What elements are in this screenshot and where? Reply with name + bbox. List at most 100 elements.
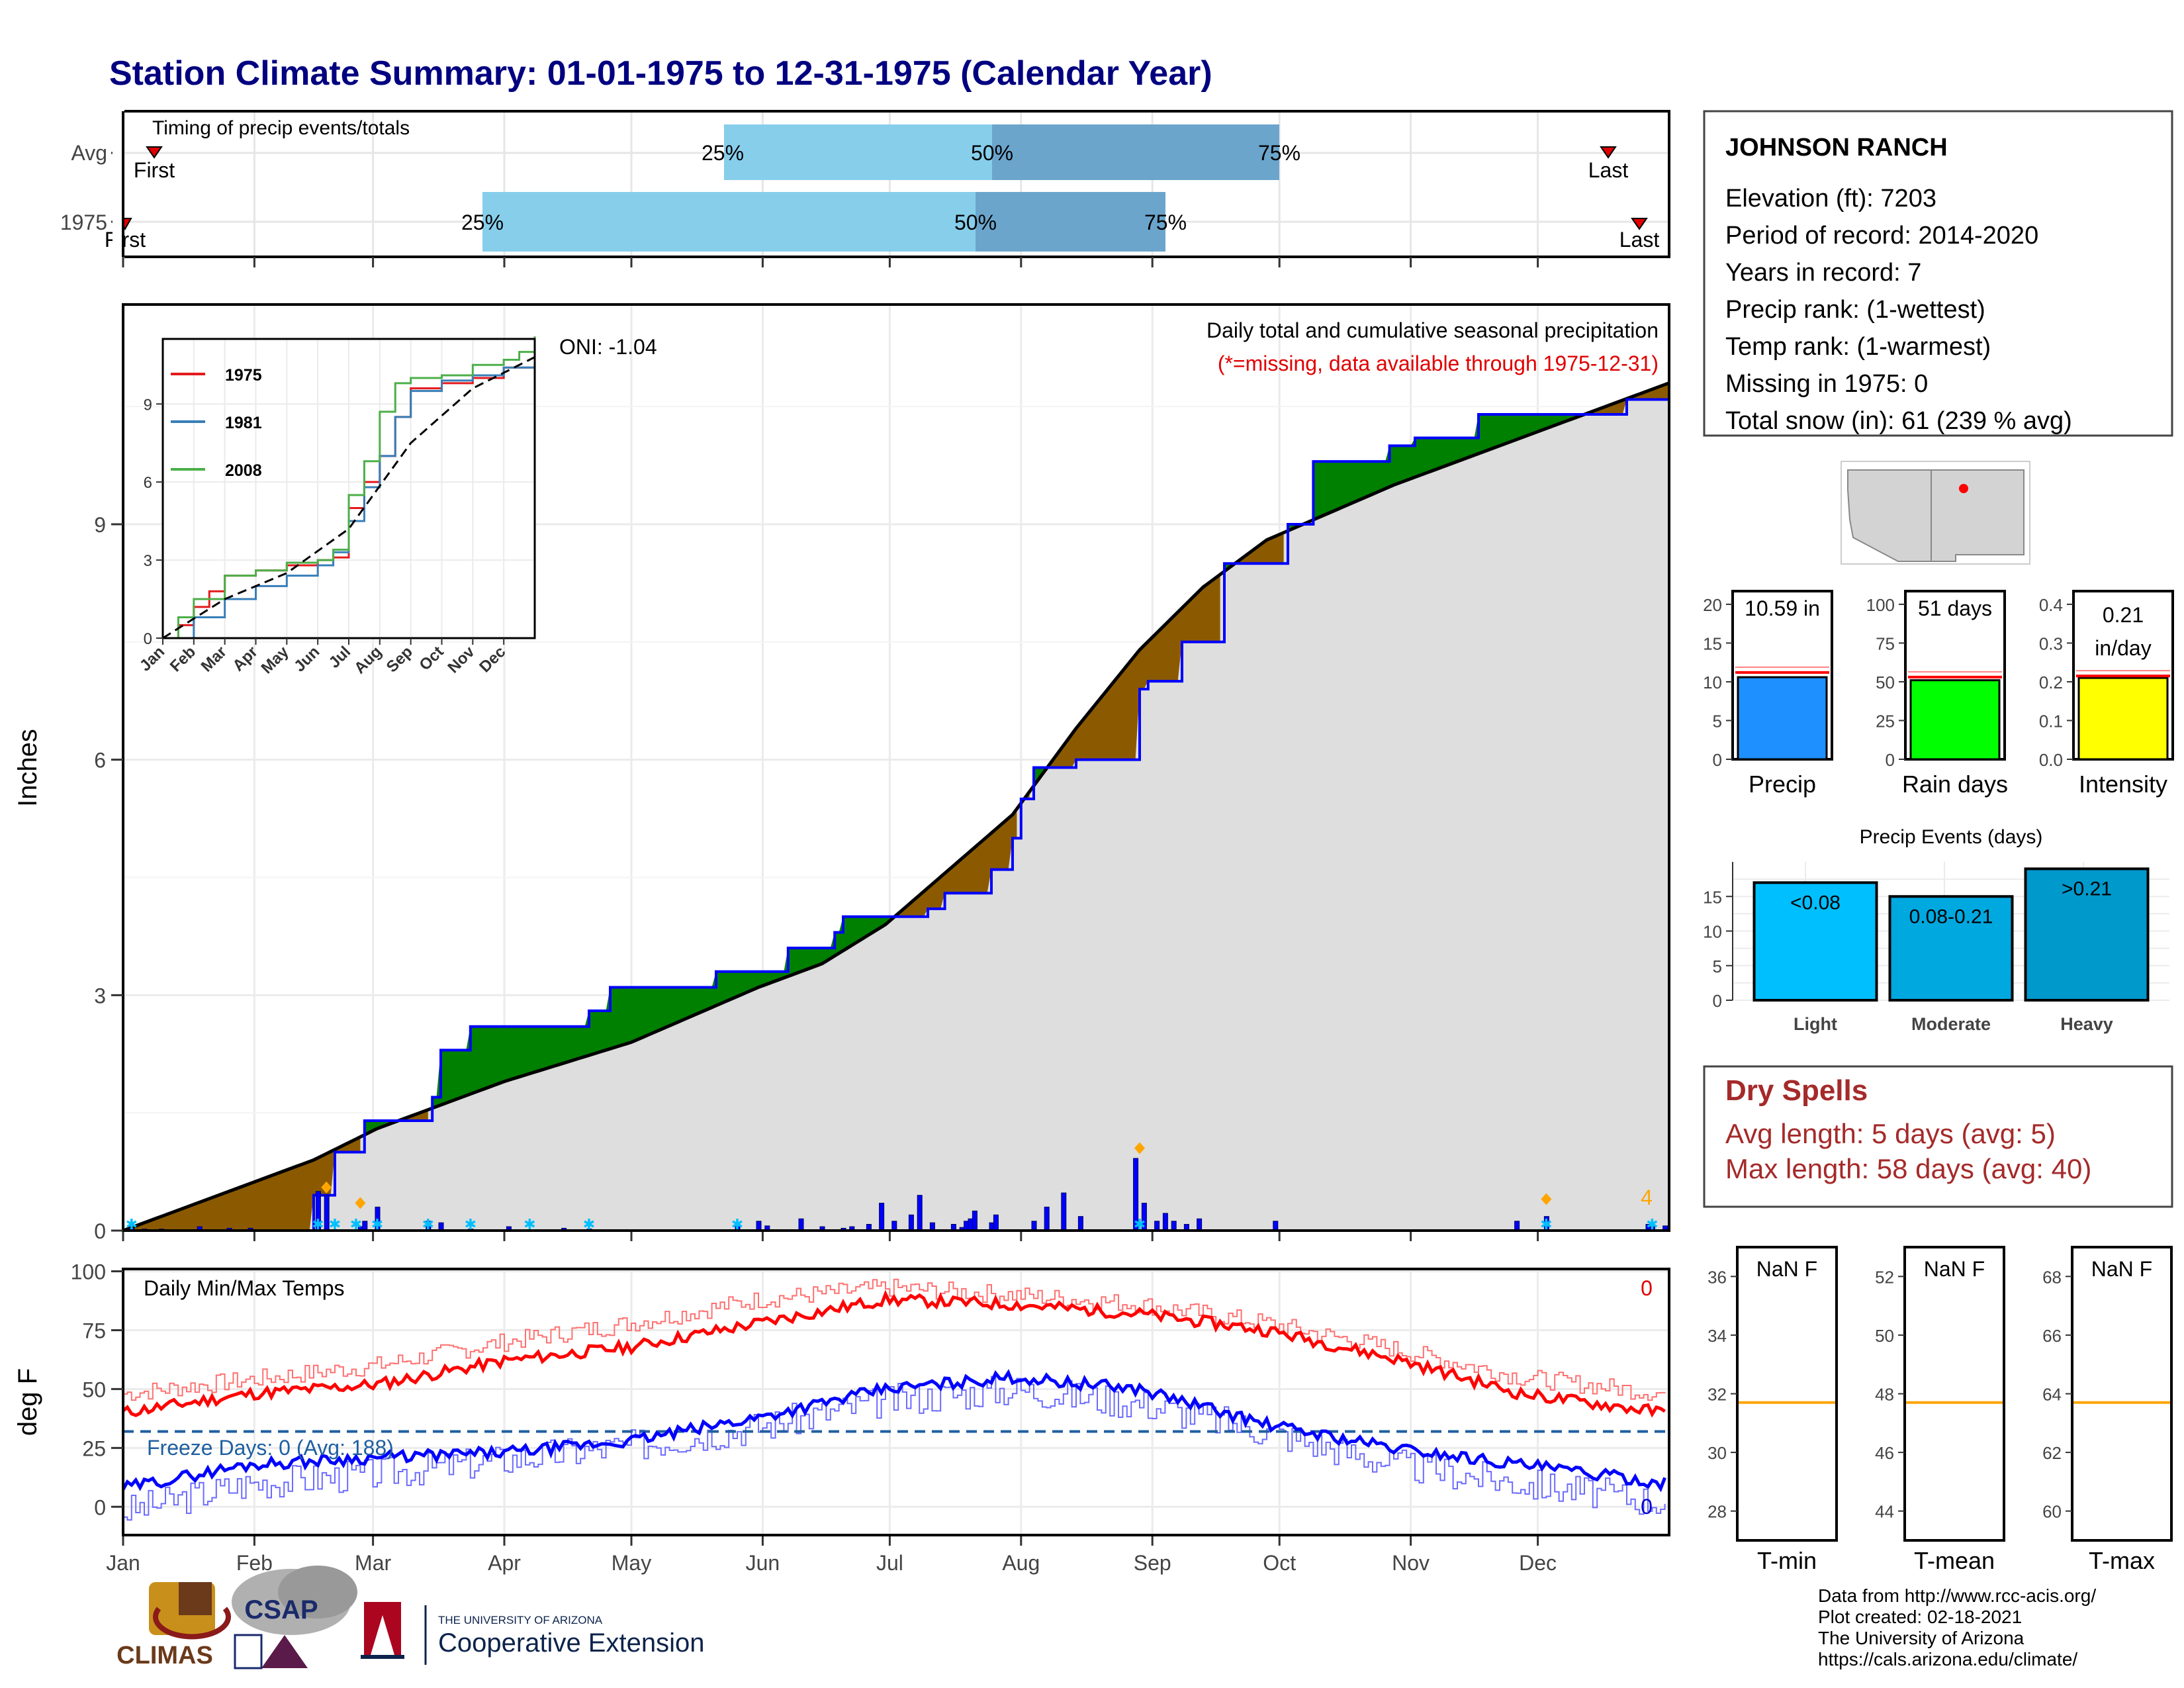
station-location-dot: [1959, 484, 1968, 493]
above-average-fill: [364, 414, 1584, 1135]
tmax-box-value: NaN F: [2091, 1257, 2152, 1281]
daily-precip-bar: [798, 1218, 804, 1231]
events-category-label: Moderate: [1911, 1014, 1991, 1034]
month-label: Jul: [876, 1551, 903, 1575]
daily-precip-bar: [1183, 1224, 1189, 1231]
month-label: Nov: [1392, 1551, 1430, 1575]
inset-ytick-label: 6: [144, 474, 152, 492]
events-category-label: Light: [1794, 1014, 1837, 1034]
footer-credits: Data from http://www.rcc-acis.org/ Plot …: [1818, 1585, 2096, 1669]
precip-ytick-label: 9: [94, 513, 106, 537]
temp-ytick-label: 0: [94, 1495, 106, 1519]
daily-precip-bars: [129, 1158, 1668, 1231]
events-bar-label: 0.08-0.21: [1909, 906, 1993, 927]
snow-asterisk: ✱: [422, 1216, 434, 1233]
csap-logo-text: CSAP: [244, 1595, 318, 1624]
station-elevation: Elevation (ft): 7203: [1725, 185, 1936, 212]
summary-tick-label: 0.0: [2039, 750, 2063, 770]
temp-box-tick-label: 60: [2042, 1502, 2062, 1522]
summary-tick-label: 0.3: [2039, 633, 2063, 653]
freeze-days-label: Freeze Days: 0 (Avg: 188): [147, 1436, 394, 1460]
summary-tick-label: 0.4: [2039, 595, 2063, 615]
intensity-bar-chart: 0.0 0.1 0.2 0.3 0.4: [2039, 590, 2174, 770]
station-missing: Missing in 1975: 0: [1725, 370, 1928, 398]
precip-ytick-label: 3: [94, 984, 106, 1008]
figure-title: Station Climate Summary: 01-01-1975 to 1…: [109, 54, 1212, 93]
events-bar-label: >0.21: [2062, 878, 2112, 900]
avg-min-temp-line: [123, 1376, 1666, 1521]
precip-total-value: 10.59 in: [1745, 596, 1820, 620]
summary-bars: 0 5 10 15 20 0 25 50 75 100 0.0 0.1 0.2 0.3 0.4 10.5…: [1703, 590, 2174, 798]
snow-asterisk: ✱: [126, 1216, 138, 1233]
snow-count-label: 4: [1641, 1186, 1653, 1209]
events-tick-label: 5: [1713, 957, 1722, 976]
summary-tick-label: 25: [1876, 711, 1895, 731]
temp-box-tick-label: 52: [1875, 1267, 1894, 1287]
temp-ytick-label: 50: [82, 1378, 106, 1401]
summary-tick-label: 0: [1886, 750, 1895, 770]
tmax-line: [123, 1289, 1666, 1418]
min-count-label: 0: [1641, 1495, 1653, 1519]
climas-logo: CLIMAS: [116, 1582, 231, 1669]
daily-precip-bar: [324, 1195, 330, 1231]
temp-box-frame: [1736, 1246, 1838, 1542]
precip-missing-note: (*=missing, data available through 1975-…: [1218, 352, 1659, 375]
daily-precip-bar: [1171, 1221, 1177, 1231]
summary-tick-label: 15: [1703, 633, 1722, 653]
avg-first-marker: [146, 146, 163, 159]
daily-precip-bar: [1662, 1225, 1668, 1231]
station-info: JOHNSON RANCH Elevation (ft): 7203 Perio…: [1703, 110, 2173, 437]
snow-asterisk: ✱: [583, 1216, 595, 1233]
inset-average-line: [162, 356, 535, 639]
ua-small-text: THE UNIVERSITY OF ARIZONA: [438, 1614, 603, 1626]
inset-legend-1981: 1981: [225, 414, 262, 432]
tmean-box-label: T-mean: [1914, 1547, 1995, 1574]
temp-ytick-label: 75: [82, 1319, 106, 1342]
events-category-label: Heavy: [2060, 1014, 2113, 1034]
precip-ylabel: Inches: [13, 729, 42, 807]
ua-big-text: Cooperative Extension: [438, 1628, 704, 1658]
year-cumulative-line: [123, 398, 1669, 1231]
heavy-event-diamond: [321, 1181, 332, 1194]
temp-box-tick-label: 44: [1875, 1502, 1894, 1522]
events-bar: [1752, 881, 1878, 1002]
new-mexico-shape: [1931, 469, 2025, 562]
daily-precip-bar: [764, 1225, 770, 1231]
month-label: Oct: [1263, 1551, 1296, 1575]
station-snow: Total snow (in): 61 (239 % avg): [1725, 407, 2072, 435]
yr-q25-label: 25%: [461, 211, 504, 234]
tmin-box-value: NaN F: [1756, 1257, 1817, 1281]
temp-box-tick-label: 64: [2042, 1385, 2062, 1405]
temp-box-tick-label: 62: [2042, 1443, 2062, 1463]
daily-precip-bar: [362, 1221, 368, 1231]
snow-asterisk: ✱: [350, 1216, 362, 1233]
avg-max-temp-line: [123, 1278, 1666, 1401]
temp-ytick-label: 25: [82, 1436, 106, 1460]
avg-cumulative-fill: [123, 383, 1669, 1231]
heavy-event-diamond: [1134, 1142, 1145, 1154]
inset-ytick-label: 3: [144, 552, 152, 570]
heavy-event-diamond: [355, 1197, 366, 1209]
csap-logo: CSAP: [232, 1566, 357, 1669]
month-label: Jan: [106, 1551, 140, 1575]
temp-box-tick-label: 48: [1875, 1385, 1894, 1405]
precip-total-bar-chart: 0 5 10 15 20: [1703, 590, 1833, 770]
temp-box-tick-label: 68: [2042, 1267, 2062, 1287]
timing-title: Timing of precip events/totals: [152, 117, 410, 139]
temp-box-tick-label: 36: [1707, 1267, 1727, 1287]
avg-q50-label: 50%: [971, 141, 1013, 165]
summary-tick-label: 20: [1703, 595, 1722, 615]
intensity-value: 0.21: [2103, 603, 2144, 627]
rain-days-bar-chart: 0 25 50 75 100: [1866, 590, 2006, 770]
footer-university: The University of Arizona: [1818, 1628, 2025, 1648]
timing-panel: Timing of precip events/totals 25% 50% 7…: [60, 110, 1670, 267]
tmean-box-value: NaN F: [1924, 1257, 1985, 1281]
temp-box-tick-label: 28: [1707, 1502, 1727, 1522]
month-label: Mar: [355, 1551, 391, 1575]
dry-spells-title: Dry Spells: [1725, 1074, 1868, 1107]
summary-tick-label: 50: [1876, 673, 1895, 692]
summary-tick-label: 0: [1713, 750, 1722, 770]
events-tick-label: 10: [1703, 922, 1722, 942]
month-label: Apr: [488, 1551, 521, 1575]
